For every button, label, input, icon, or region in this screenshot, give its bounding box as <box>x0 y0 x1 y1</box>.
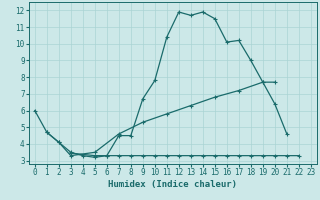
X-axis label: Humidex (Indice chaleur): Humidex (Indice chaleur) <box>108 180 237 189</box>
